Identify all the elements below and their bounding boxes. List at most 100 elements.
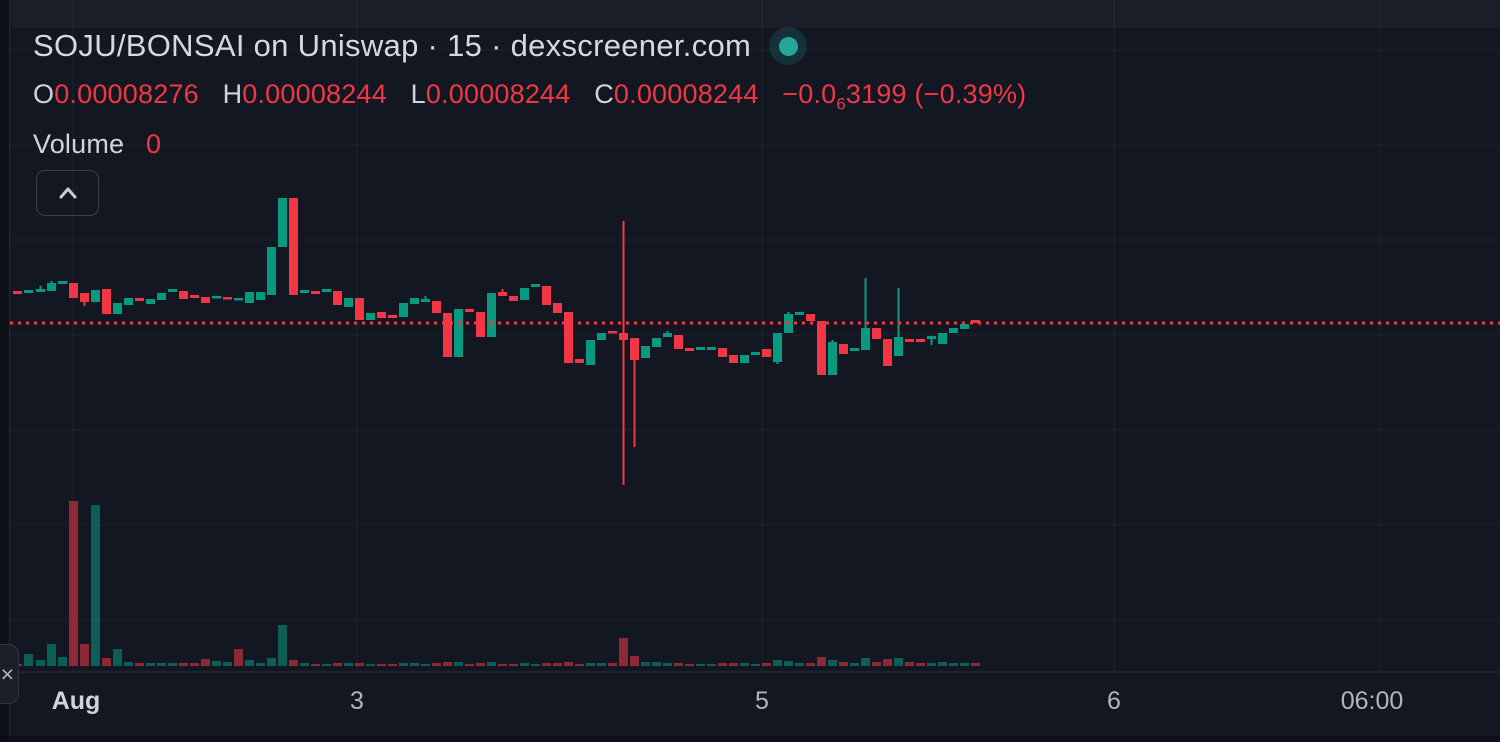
- candle-body: [949, 328, 958, 333]
- volume-bar: [916, 663, 925, 666]
- candle-body: [520, 288, 529, 300]
- volume-row: Volume 0: [33, 129, 1026, 160]
- ohlc-open: O0.00008276: [33, 79, 199, 109]
- close-panel-tab[interactable]: ×: [0, 644, 19, 704]
- candle-body: [487, 293, 496, 337]
- close-label: C: [594, 79, 614, 109]
- candle-body: [630, 338, 639, 360]
- candle-body: [575, 359, 584, 363]
- candle-body: [971, 320, 980, 323]
- close-value: 0.00008244: [613, 79, 759, 109]
- volume-bar: [267, 658, 276, 666]
- time-axis-label: 5: [755, 687, 769, 715]
- collapse-legend-button[interactable]: [36, 170, 99, 216]
- volume-bar: [278, 625, 287, 666]
- volume-bar: [652, 662, 661, 666]
- volume-bar: [751, 664, 760, 666]
- volume-bar: [80, 644, 89, 666]
- candle-body: [344, 298, 353, 307]
- volume-bar: [91, 505, 100, 666]
- volume-bar: [509, 664, 518, 666]
- volume-bar: [619, 638, 628, 666]
- candle-body: [289, 198, 298, 295]
- volume-bar: [190, 663, 199, 666]
- candle-body: [36, 289, 45, 292]
- candle-body: [355, 298, 364, 320]
- volume-bar: [575, 664, 584, 666]
- volume-bar: [817, 657, 826, 666]
- candle-body: [597, 333, 606, 340]
- volume-bar: [454, 662, 463, 666]
- candle-body: [124, 298, 133, 305]
- volume-bar: [641, 662, 650, 666]
- candle-body: [256, 292, 265, 300]
- candle-body: [586, 340, 595, 365]
- volume-bar: [256, 663, 265, 666]
- volume-bar: [883, 659, 892, 666]
- volume-bar: [223, 662, 232, 666]
- chart-legend: SOJU/BONSAI on Uniswap · 15 · dexscreene…: [33, 26, 1026, 160]
- left-panel-edge: [0, 0, 10, 742]
- volume-bar: [300, 663, 309, 666]
- high-label: H: [222, 79, 243, 109]
- candle-body: [839, 344, 848, 354]
- volume-bar: [234, 649, 243, 666]
- candle-body: [861, 328, 870, 350]
- candle-body: [960, 324, 969, 329]
- time-axis-label: 3: [350, 687, 364, 715]
- candle-body: [619, 333, 628, 340]
- volume-bar: [344, 663, 353, 666]
- candle-body: [740, 355, 749, 363]
- volume-bar: [674, 663, 683, 666]
- volume-bar: [399, 663, 408, 666]
- volume-bar: [542, 663, 551, 666]
- volume-bar: [773, 660, 782, 666]
- close-icon: ×: [0, 660, 14, 687]
- candle-body: [24, 290, 33, 293]
- low-value: 0.00008244: [425, 79, 571, 109]
- volume-bar: [894, 658, 903, 666]
- candle-body: [652, 338, 661, 347]
- candle-body: [806, 314, 815, 321]
- candle-body: [234, 298, 243, 301]
- volume-bar: [102, 658, 111, 666]
- time-axis[interactable]: Aug 3 5 6 06:00: [0, 672, 1500, 738]
- volume-bar: [443, 662, 452, 666]
- candle-body: [872, 328, 881, 339]
- candle-body: [80, 293, 89, 302]
- volume-bar: [608, 663, 617, 666]
- pair-title: SOJU/BONSAI on Uniswap · 15 · dexscreene…: [33, 28, 752, 63]
- candle-body: [58, 281, 67, 284]
- time-axis-label: Aug: [51, 687, 101, 715]
- volume-bar: [245, 660, 254, 666]
- ohlc-low: L0.00008244: [411, 79, 571, 109]
- volume-bar: [47, 644, 56, 666]
- volume-bar: [905, 662, 914, 666]
- candle-body: [13, 291, 22, 294]
- volume-bar: [872, 662, 881, 666]
- volume-bar: [179, 663, 188, 666]
- candle-body: [311, 291, 320, 294]
- candle-body: [696, 347, 705, 350]
- low-label: L: [410, 79, 426, 109]
- candle-body: [938, 333, 947, 344]
- volume-bar: [795, 663, 804, 666]
- candle-body: [179, 291, 188, 299]
- volume-value: 0: [145, 129, 162, 160]
- candle-body: [718, 348, 727, 357]
- candle-body: [135, 298, 144, 301]
- candle-body: [564, 312, 573, 363]
- candle-body: [817, 321, 826, 375]
- volume-bar: [718, 663, 727, 666]
- window-bottom-edge: [0, 736, 1500, 742]
- volume-bar: [212, 661, 221, 666]
- candle-body: [531, 284, 540, 287]
- candle-body: [883, 339, 892, 366]
- candle-body: [663, 333, 672, 337]
- candle-body: [916, 339, 925, 342]
- volume-bar: [729, 663, 738, 666]
- candle-body: [267, 247, 276, 295]
- candle-body: [542, 286, 551, 305]
